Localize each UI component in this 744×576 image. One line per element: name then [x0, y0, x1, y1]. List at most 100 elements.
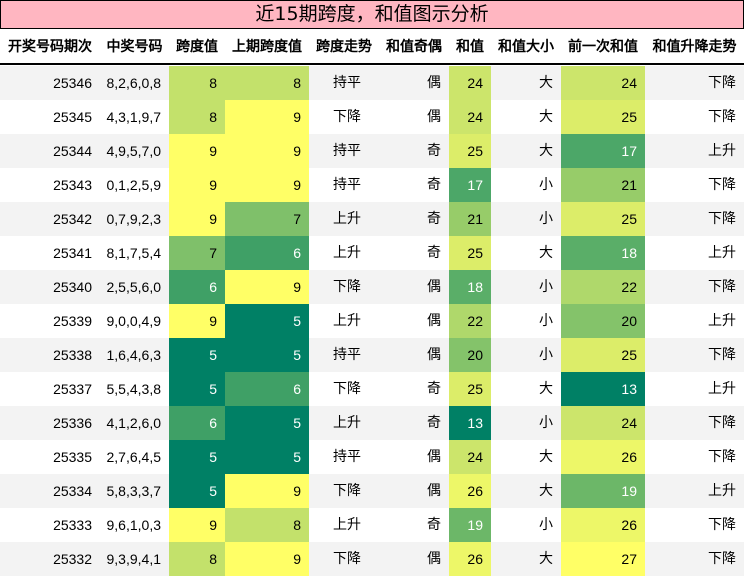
prev-sum-cell: 26: [561, 508, 645, 542]
header-prev-span: 上期跨度值: [232, 39, 302, 55]
sum-trend-cell: 下降: [708, 177, 736, 193]
sum-trend-cell: 上升: [708, 483, 736, 499]
sum-parity-cell: 偶: [427, 109, 441, 125]
span-trend-cell: 上升: [333, 313, 361, 329]
table-row: 25336 4,1,2,6,0 6 5 上升 奇 13 小 24 下降: [0, 406, 744, 440]
prev-span-cell: 8: [225, 508, 309, 542]
span-cell: 8: [169, 542, 225, 576]
numbers-cell: 0,7,9,2,3: [106, 211, 162, 227]
sum-cell: 20: [449, 338, 491, 372]
prev-sum-cell: 18: [561, 236, 645, 270]
page-title: 近15期跨度，和值图示分析: [0, 0, 744, 29]
issue-cell: 25336: [53, 415, 92, 431]
table-row: 25346 8,2,6,0,8 8 8 持平 偶 24 大 24 下降: [0, 66, 744, 100]
header-issue: 开奖号码期次: [8, 39, 92, 55]
prev-span-cell: 7: [225, 202, 309, 236]
sum-parity-cell: 偶: [427, 347, 441, 363]
sum-trend-cell: 下降: [708, 211, 736, 227]
issue-cell: 25333: [53, 517, 92, 533]
sum-cell: 24: [449, 100, 491, 134]
sum-parity-cell: 奇: [427, 415, 441, 431]
issue-cell: 25337: [53, 381, 92, 397]
prev-sum-cell: 19: [561, 474, 645, 508]
table-row: 25339 9,0,0,4,9 9 5 上升 偶 22 小 20 上升: [0, 304, 744, 338]
header-sum-size: 和值大小: [498, 39, 554, 55]
sum-trend-cell: 下降: [708, 109, 736, 125]
sum-trend-cell: 下降: [708, 449, 736, 465]
span-trend-cell: 下降: [333, 279, 361, 295]
sum-size-cell: 大: [539, 381, 553, 397]
prev-sum-cell: 21: [561, 168, 645, 202]
numbers-cell: 4,3,1,9,7: [106, 109, 162, 125]
numbers-cell: 2,5,5,6,0: [106, 279, 162, 295]
prev-span-cell: 9: [225, 134, 309, 168]
sum-trend-cell: 上升: [708, 143, 736, 159]
prev-span-cell: 9: [225, 270, 309, 304]
sum-cell: 24: [449, 440, 491, 474]
table-row: 25344 4,9,5,7,0 9 9 持平 奇 25 大 17 上升: [0, 134, 744, 168]
sum-size-cell: 小: [539, 313, 553, 329]
issue-cell: 25343: [53, 177, 92, 193]
span-trend-cell: 下降: [333, 483, 361, 499]
header-sum: 和值: [456, 39, 484, 55]
header-numbers: 中奖号码: [106, 39, 163, 55]
prev-span-cell: 5: [225, 406, 309, 440]
table-row: 25341 8,1,7,5,4 7 6 上升 奇 25 大 18 上升: [0, 236, 744, 270]
sum-cell: 13: [449, 406, 491, 440]
issue-cell: 25335: [53, 449, 92, 465]
span-trend-cell: 上升: [333, 211, 361, 227]
sum-trend-cell: 下降: [708, 415, 736, 431]
numbers-cell: 5,5,4,3,8: [106, 381, 162, 397]
issue-cell: 25342: [53, 211, 92, 227]
sum-trend-cell: 上升: [708, 245, 736, 261]
prev-span-cell: 8: [225, 66, 309, 100]
sum-parity-cell: 偶: [427, 449, 441, 465]
sum-size-cell: 小: [539, 211, 553, 227]
span-trend-cell: 下降: [333, 381, 361, 397]
numbers-cell: 8,2,6,0,8: [106, 75, 162, 91]
sum-parity-cell: 奇: [427, 143, 441, 159]
span-trend-cell: 持平: [333, 177, 361, 193]
sum-size-cell: 大: [539, 449, 553, 465]
sum-size-cell: 大: [539, 109, 553, 125]
table-row: 25340 2,5,5,6,0 6 9 下降 偶 18 小 22 下降: [0, 270, 744, 304]
issue-cell: 25346: [53, 75, 92, 91]
span-cell: 6: [169, 406, 225, 440]
span-trend-cell: 下降: [333, 551, 361, 567]
table-row: 25333 9,6,1,0,3 9 8 上升 奇 19 小 26 下降: [0, 508, 744, 542]
prev-span-cell: 5: [225, 440, 309, 474]
issue-cell: 25345: [53, 109, 92, 125]
prev-span-cell: 9: [225, 168, 309, 202]
sum-cell: 17: [449, 168, 491, 202]
sum-parity-cell: 偶: [427, 313, 441, 329]
table-row: 25343 0,1,2,5,9 9 9 持平 奇 17 小 21 下降: [0, 168, 744, 202]
sum-trend-cell: 上升: [708, 313, 736, 329]
issue-cell: 25344: [53, 143, 92, 159]
sum-parity-cell: 偶: [427, 279, 441, 295]
numbers-cell: 4,1,2,6,0: [106, 415, 162, 431]
sum-cell: 22: [449, 304, 491, 338]
prev-span-cell: 9: [225, 474, 309, 508]
sum-cell: 19: [449, 508, 491, 542]
span-cell: 5: [169, 440, 225, 474]
table-row: 25342 0,7,9,2,3 9 7 上升 奇 21 小 25 下降: [0, 202, 744, 236]
sum-size-cell: 小: [539, 347, 553, 363]
table-row: 25332 9,3,9,4,1 8 9 下降 偶 26 大 27 下降: [0, 542, 744, 576]
numbers-cell: 9,0,0,4,9: [106, 313, 162, 329]
sum-parity-cell: 奇: [427, 245, 441, 261]
span-trend-cell: 持平: [333, 75, 361, 91]
table-row: 25334 5,8,3,3,7 5 9 下降 偶 26 大 19 上升: [0, 474, 744, 508]
prev-sum-cell: 25: [561, 202, 645, 236]
span-cell: 9: [169, 508, 225, 542]
sum-size-cell: 大: [539, 245, 553, 261]
prev-span-cell: 6: [225, 372, 309, 406]
prev-span-cell: 5: [225, 338, 309, 372]
table-header: 开奖号码期次 中奖号码 跨度值 上期跨度值 跨度走势 和值奇偶 和值 和值大小 …: [0, 29, 744, 65]
header-sum-trend: 和值升降走势: [652, 39, 737, 55]
sum-trend-cell: 下降: [708, 75, 736, 91]
span-trend-cell: 上升: [333, 415, 361, 431]
numbers-cell: 5,8,3,3,7: [106, 483, 162, 499]
span-trend-cell: 上升: [333, 245, 361, 261]
span-cell: 8: [169, 66, 225, 100]
sum-size-cell: 大: [539, 75, 553, 91]
